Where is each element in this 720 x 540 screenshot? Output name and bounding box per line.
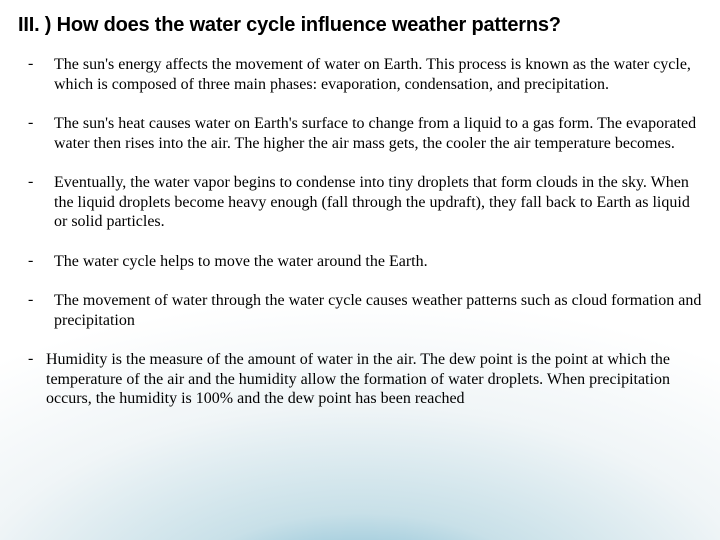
bullet-dash: - [28,252,54,272]
bullet-item: - The water cycle helps to move the wate… [28,252,702,272]
bullet-text: The sun's heat causes water on Earth's s… [54,114,702,153]
bullet-dash: - [28,350,46,409]
bullet-dash: - [28,173,54,232]
bullet-text: Humidity is the measure of the amount of… [46,350,702,409]
bullet-item: - Humidity is the measure of the amount … [28,350,702,409]
slide-title: III. ) How does the water cycle influenc… [18,14,702,37]
bullet-group-1: - The sun's energy affects the movement … [18,55,702,330]
bullet-text: The sun's energy affects the movement of… [54,55,702,94]
bullet-group-2: - Humidity is the measure of the amount … [18,350,702,409]
bullet-dash: - [28,114,54,153]
bullet-dash: - [28,291,54,330]
bullet-item: - The sun's energy affects the movement … [28,55,702,94]
bullet-item: - Eventually, the water vapor begins to … [28,173,702,232]
bullet-item: - The sun's heat causes water on Earth's… [28,114,702,153]
bullet-text: The movement of water through the water … [54,291,702,330]
bullet-text: Eventually, the water vapor begins to co… [54,173,702,232]
bullet-text: The water cycle helps to move the water … [54,252,428,272]
bullet-dash: - [28,55,54,94]
bullet-item: - The movement of water through the wate… [28,291,702,330]
